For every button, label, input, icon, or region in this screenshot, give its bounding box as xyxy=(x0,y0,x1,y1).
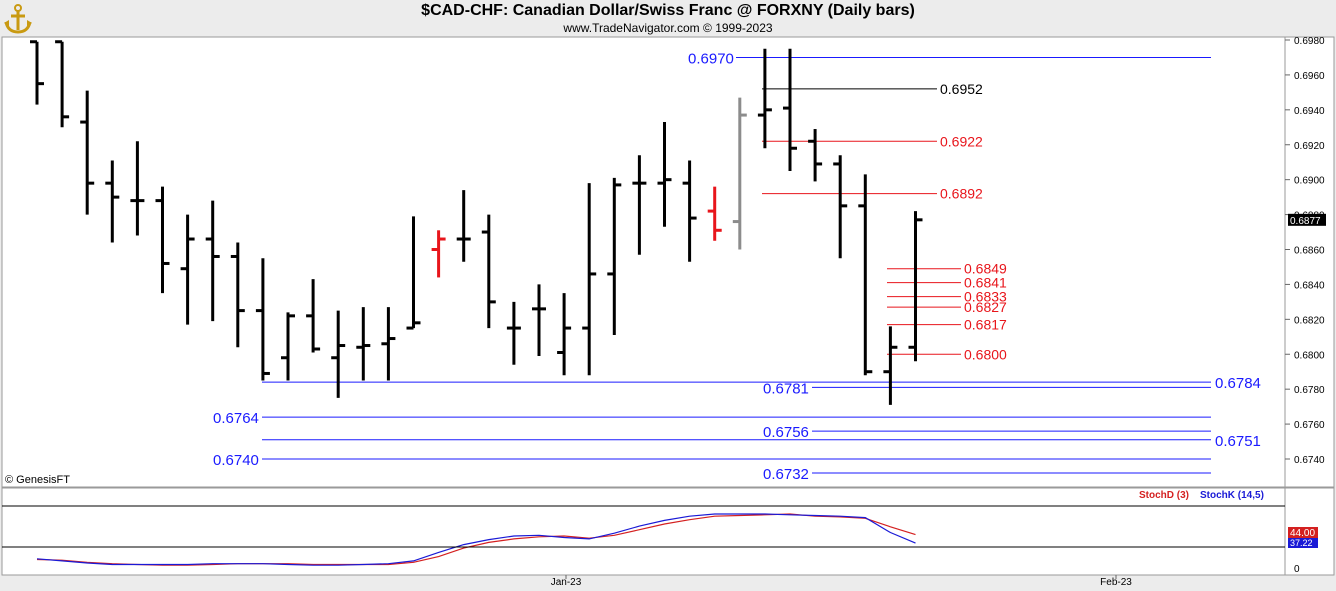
ohlc-bar xyxy=(757,48,772,149)
stoch-d-badge xyxy=(1288,527,1318,538)
ohlc-bar xyxy=(908,211,923,362)
ohlc-bar xyxy=(281,312,295,381)
level-label: 0.6781 xyxy=(763,380,809,397)
ohlc-bar xyxy=(532,284,546,356)
level-label: 0.6764 xyxy=(213,410,259,427)
ohlc-bar xyxy=(381,307,396,381)
last-price-label: 0.6877 xyxy=(1290,216,1321,227)
ohlc-bar xyxy=(55,40,70,128)
ohlc-bar xyxy=(155,186,170,294)
ohlc-bar xyxy=(306,279,321,353)
ohlc-bar xyxy=(557,293,572,376)
level-label: 0.6922 xyxy=(940,133,983,149)
ohlc-bar xyxy=(707,186,722,241)
level-label: 0.6800 xyxy=(964,346,1007,362)
ohlc-bar xyxy=(456,190,471,262)
stoch-y-tick-label: 0 xyxy=(1294,564,1300,575)
level-label: 0.6827 xyxy=(964,299,1007,315)
y-tick-label: 0.6780 xyxy=(1294,385,1325,396)
ohlc-bar xyxy=(682,160,697,262)
level-label: 0.6751 xyxy=(1215,433,1261,450)
y-tick-label: 0.6860 xyxy=(1294,246,1325,257)
ohlc-bar xyxy=(331,310,346,398)
level-label: 0.6970 xyxy=(688,50,734,67)
level-label: 0.6841 xyxy=(964,275,1007,291)
ohlc-bar xyxy=(80,90,95,215)
y-tick-label: 0.6800 xyxy=(1294,350,1325,361)
level-label: 0.6732 xyxy=(763,466,809,483)
ohlc-bar xyxy=(808,129,823,182)
chart-title: $CAD-CHF: Canadian Dollar/Swiss Franc @ … xyxy=(421,2,915,19)
level-label: 0.6817 xyxy=(964,317,1007,333)
ohlc-bar xyxy=(406,216,421,330)
ohlc-bar xyxy=(883,326,898,405)
y-tick-label: 0.6920 xyxy=(1294,141,1325,152)
ohlc-bar xyxy=(632,155,647,255)
ohlc-bar xyxy=(255,258,270,381)
y-tick-label: 0.6980 xyxy=(1294,36,1325,47)
ohlc-bar xyxy=(657,122,672,227)
anchor-logo-icon xyxy=(4,4,32,34)
stoch-k-value: 37.22 xyxy=(1290,538,1313,548)
level-label: 0.6849 xyxy=(964,261,1007,277)
level-label: 0.6833 xyxy=(964,289,1007,305)
level-label: 0.6784 xyxy=(1215,375,1261,392)
y-tick-label: 0.6760 xyxy=(1294,420,1325,431)
stoch-k-badge xyxy=(1288,538,1318,548)
level-label: 0.6756 xyxy=(763,424,809,441)
ohlc-bar xyxy=(833,155,848,259)
legend-stoch-k: StochK (14,5) xyxy=(1200,490,1264,501)
ohlc-bar xyxy=(506,301,521,365)
y-tick-label: 0.6940 xyxy=(1294,106,1325,117)
y-tick-label: 0.6900 xyxy=(1294,176,1325,187)
last-price-badge xyxy=(1288,213,1326,226)
ohlc-bar xyxy=(230,242,245,348)
y-tick-label: 0.6840 xyxy=(1294,280,1325,291)
x-tick-label: Jan-23 xyxy=(551,577,582,588)
data-credit: © GenesisFT xyxy=(5,474,70,486)
ohlc-bar xyxy=(205,200,220,322)
level-label: 0.6952 xyxy=(940,81,983,97)
ohlc-bar xyxy=(431,230,446,278)
chart-subtitle: www.TradeNavigator.com © 1999-2023 xyxy=(563,21,773,35)
y-tick-label: 0.6960 xyxy=(1294,71,1325,82)
ohlc-bar xyxy=(356,307,371,381)
ohlc-bar xyxy=(105,160,120,243)
level-label: 0.6892 xyxy=(940,186,983,202)
legend-stoch-d: StochD (3) xyxy=(1139,490,1189,501)
stoch-k-line xyxy=(36,513,916,566)
y-tick-label: 0.6820 xyxy=(1294,315,1325,326)
ohlc-bar xyxy=(783,48,797,171)
ohlc-bar xyxy=(30,40,44,105)
ohlc-bar xyxy=(858,174,873,376)
ohlc-bar xyxy=(130,141,145,236)
ohlc-bar xyxy=(582,183,597,376)
ohlc-bar xyxy=(732,97,747,250)
ohlc-bar xyxy=(607,177,622,336)
y-tick-label: 0.6740 xyxy=(1294,455,1325,466)
x-tick-label: Feb-23 xyxy=(1100,577,1132,588)
level-label: 0.6740 xyxy=(213,452,259,469)
ohlc-bar xyxy=(481,214,496,329)
stoch-d-value: 44.00 xyxy=(1290,528,1315,539)
ohlc-bar xyxy=(180,214,195,325)
